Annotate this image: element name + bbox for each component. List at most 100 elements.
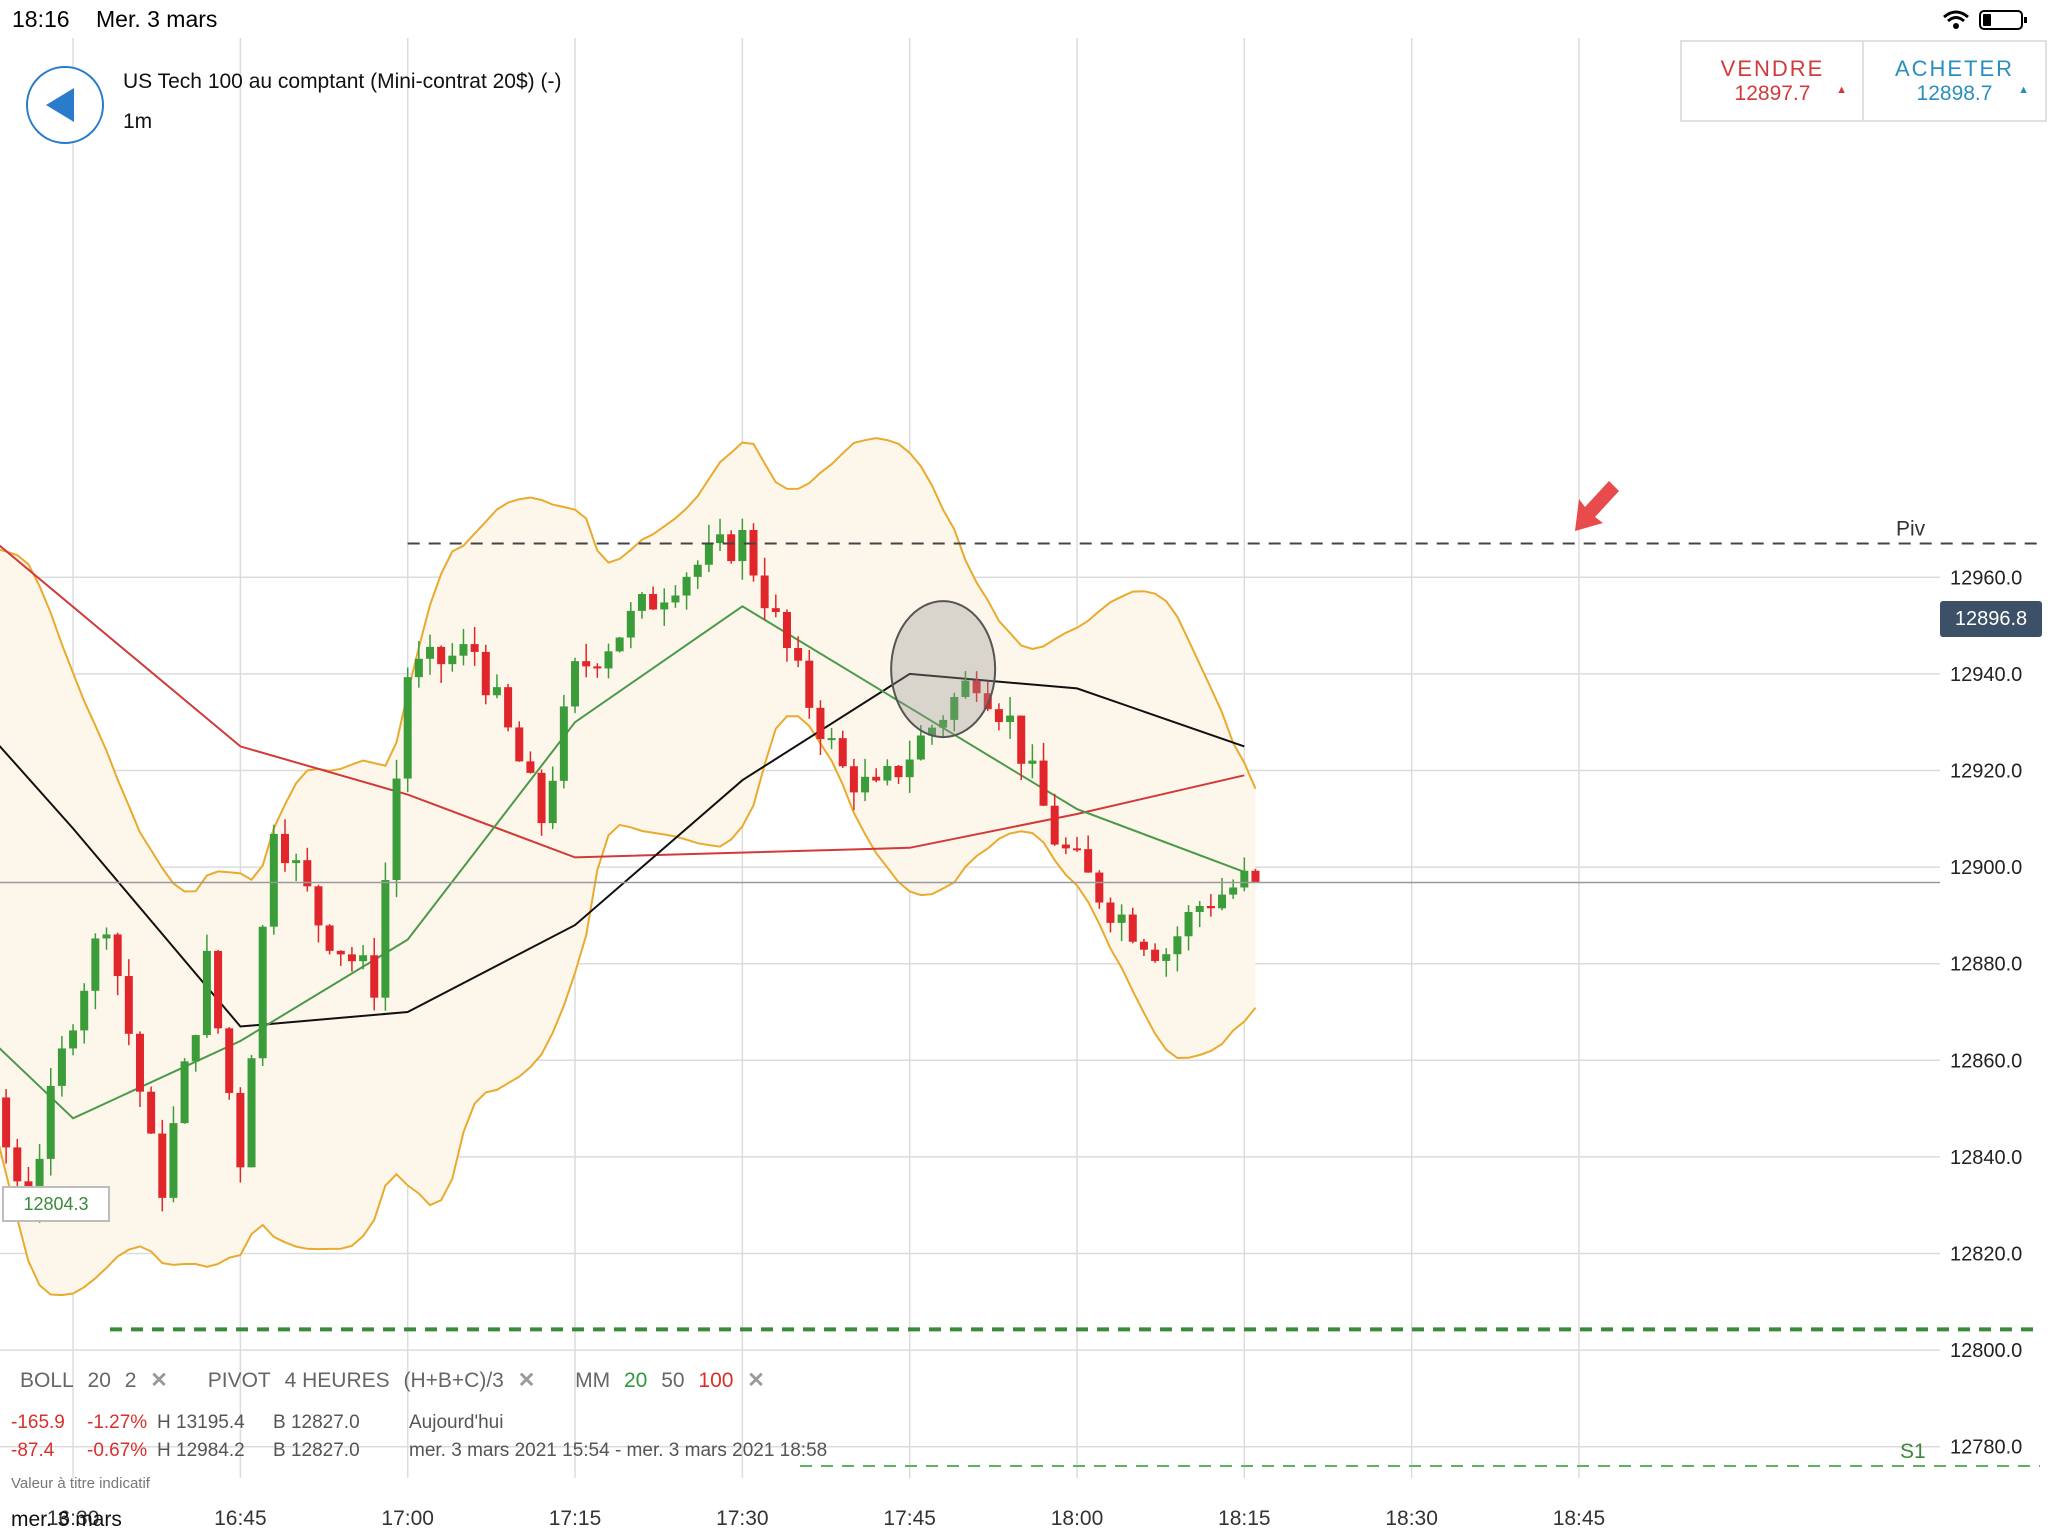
status-time: 18:16 — [12, 6, 70, 32]
candle-body — [303, 860, 312, 887]
y-tick-label: 12940.0 — [1950, 664, 2022, 686]
candle-body — [939, 719, 948, 728]
candle-body — [247, 1058, 256, 1168]
candle-body — [169, 1123, 178, 1198]
candle-body — [749, 530, 758, 576]
candle-body — [158, 1133, 167, 1198]
candle-body — [626, 610, 635, 638]
x-tick-label: 17:30 — [716, 1507, 769, 1530]
mm-period-100: 100 — [698, 1369, 734, 1392]
stat-change: -87.4 — [11, 1440, 55, 1461]
candle-body — [872, 776, 881, 781]
candle-body — [838, 738, 847, 767]
remove-mm-icon[interactable]: ✕ — [747, 1369, 765, 1392]
candle-body — [1195, 905, 1204, 912]
ma100-line — [0, 544, 1245, 859]
annotation-circle — [890, 600, 997, 739]
candle-body — [46, 1085, 55, 1159]
pivot-label: Piv — [1896, 517, 1926, 540]
candle-body — [113, 934, 122, 977]
mm-period-20: 20 — [623, 1369, 648, 1392]
candle-body — [1218, 894, 1227, 909]
indicator-bar: BOLL 20 2 ✕ PIVOT 4 HEURES (H+B+C)/3 ✕ M… — [20, 1368, 799, 1393]
candle-body — [69, 1030, 78, 1049]
x-tick-label: 16:45 — [214, 1507, 267, 1530]
candle-body — [214, 950, 223, 1029]
candle-body — [883, 765, 892, 781]
pivot-name[interactable]: PIVOT — [207, 1369, 271, 1392]
ma50-line — [0, 672, 1245, 1028]
y-tick-label: 12780.0 — [1950, 1437, 2022, 1459]
x-tick-label: 17:00 — [381, 1507, 434, 1530]
boll-dev: 2 — [124, 1369, 137, 1392]
candle-body — [336, 950, 345, 955]
stat-change: -165.9 — [11, 1412, 65, 1433]
annotation-arrow-icon — [1575, 481, 1619, 531]
candle-body — [760, 575, 769, 609]
y-tick-label: 12860.0 — [1950, 1050, 2022, 1072]
candle-body — [1128, 914, 1137, 942]
stat-pct: -1.27% — [87, 1412, 148, 1433]
stat-high: H 12984.2 — [157, 1440, 245, 1461]
candle-body — [593, 666, 602, 669]
candle-body — [292, 860, 301, 864]
wifi-icon — [1943, 10, 1969, 29]
candle-body — [849, 766, 858, 793]
buy-button[interactable]: ACHETER 12898.7 ▲ — [1862, 40, 2047, 122]
stat-high: H 13195.4 — [157, 1412, 245, 1433]
x-tick-label: 16:30 — [47, 1507, 100, 1530]
candle-body — [236, 1092, 245, 1168]
candle-body — [426, 646, 435, 659]
candle-body — [716, 534, 725, 544]
candle-body — [827, 738, 836, 741]
level-badge[interactable]: 12804.3 — [2, 1186, 110, 1222]
candle-body — [80, 990, 89, 1031]
remove-pivot-icon[interactable]: ✕ — [517, 1369, 536, 1392]
back-button[interactable] — [26, 66, 104, 144]
candle-body — [1184, 911, 1193, 937]
pivot-formula: (H+B+C)/3 — [403, 1369, 504, 1392]
boll-period: 20 — [87, 1369, 111, 1392]
candle-body — [470, 644, 479, 652]
candle-body — [448, 655, 457, 665]
candle-body — [559, 706, 568, 781]
ma20-line — [0, 605, 1245, 1120]
sell-button[interactable]: VENDRE 12897.7 ▲ — [1680, 40, 1865, 122]
candle-body — [57, 1048, 66, 1086]
y-tick-label: 12900.0 — [1950, 857, 2022, 879]
stats-row-today: -165.9 -1.27% H 13195.4 B 12827.0 Aujourd'hu… — [11, 1412, 503, 1434]
candle-body — [2, 1097, 11, 1148]
candle-body — [1073, 848, 1081, 851]
candle-body — [526, 761, 535, 773]
candle-body — [359, 955, 368, 962]
candle-body — [280, 833, 289, 864]
timeframe-label[interactable]: 1m — [123, 110, 153, 133]
buy-price: 12898.7 — [1916, 82, 1993, 105]
boll-name[interactable]: BOLL — [20, 1369, 74, 1392]
candle-body — [180, 1061, 189, 1124]
candle-body — [102, 934, 111, 939]
stat-low: B 12827.0 — [273, 1412, 360, 1433]
stat-low: B 12827.0 — [273, 1440, 360, 1461]
candle-body — [961, 680, 970, 697]
instrument-title: US Tech 100 au comptant (Mini-contrat 20… — [123, 70, 562, 93]
candle-body — [1095, 872, 1104, 903]
price-chart[interactable]: Piv S1 12960.0 12940.0 12920.0 12900.0 12880.0… — [0, 38, 2048, 1536]
candle-body — [124, 976, 133, 1034]
candle-body — [704, 543, 713, 565]
candle-body — [950, 696, 959, 720]
candle-body — [437, 646, 446, 665]
x-tick-label: 18:45 — [1553, 1507, 1606, 1530]
candle-body — [370, 955, 379, 998]
candle-body — [905, 759, 914, 778]
y-tick-label: 12800.0 — [1950, 1340, 2022, 1362]
remove-boll-icon[interactable]: ✕ — [150, 1369, 168, 1392]
candle-body — [972, 680, 981, 694]
up-triangle-icon: ▲ — [2018, 84, 2029, 96]
candle-body — [135, 1033, 144, 1092]
battery-icon — [1979, 10, 2027, 30]
candle-body — [660, 602, 669, 610]
x-tick-label: 17:15 — [549, 1507, 602, 1530]
x-tick-label: 18:30 — [1385, 1507, 1438, 1530]
mm-name[interactable]: MM — [575, 1369, 611, 1392]
